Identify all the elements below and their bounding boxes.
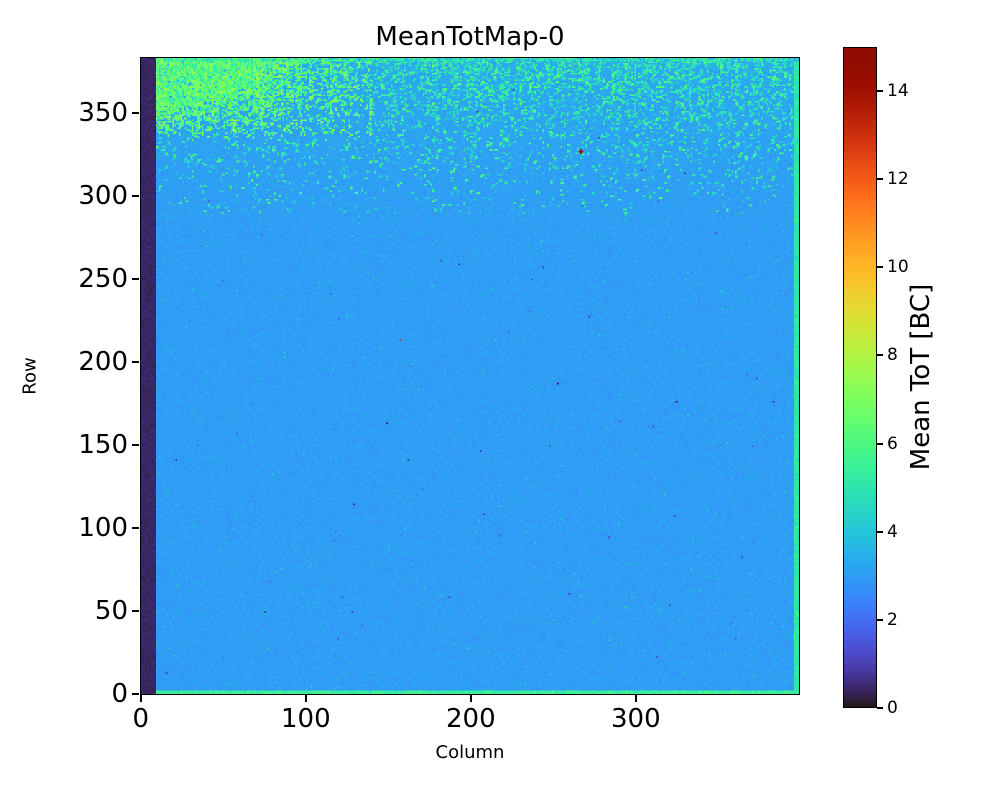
x-tick-label: 200 <box>445 704 496 734</box>
y-tick-label: 300 <box>78 180 128 211</box>
colorbar-tick-label: 0 <box>887 698 898 718</box>
y-tick-mark <box>132 443 139 446</box>
colorbar-tick-label: 14 <box>887 81 909 102</box>
x-tick-mark <box>139 695 142 702</box>
colorbar-tick-label: 12 <box>887 169 909 190</box>
y-tick-mark <box>132 527 139 530</box>
colorbar-tick-label: 4 <box>887 521 898 542</box>
y-tick-mark <box>132 194 139 197</box>
colorbar-tick-mark <box>877 618 883 621</box>
colorbar-tick-mark <box>877 354 883 357</box>
y-tick-mark <box>132 277 139 280</box>
y-tick-mark <box>132 111 139 114</box>
y-tick-label: 0 <box>111 679 128 710</box>
x-tick-label: 0 <box>132 704 150 734</box>
colorbar-tick-mark <box>877 266 883 269</box>
colorbar-tick-mark <box>877 707 883 709</box>
colorbar-tick-mark <box>877 90 883 93</box>
y-tick-label: 200 <box>78 346 128 377</box>
y-tick-label: 150 <box>78 429 128 460</box>
colorbar-tick-label: 6 <box>887 433 898 454</box>
x-axis-label: Column <box>435 742 505 763</box>
colorbar <box>843 47 877 708</box>
heatmap-plot-area <box>140 57 800 695</box>
x-tick-mark <box>304 695 307 702</box>
colorbar-tick-label: 10 <box>887 257 909 278</box>
chart-title: MeanTotMap-0 <box>375 22 565 52</box>
heatmap-canvas <box>141 58 799 694</box>
x-tick-label: 100 <box>280 704 331 734</box>
y-tick-label: 350 <box>78 97 128 128</box>
y-tick-mark <box>132 693 139 696</box>
y-tick-mark <box>132 610 139 613</box>
x-tick-label: 300 <box>610 704 661 734</box>
y-tick-label: 100 <box>78 513 128 544</box>
y-tick-mark <box>132 360 139 363</box>
y-tick-label: 250 <box>78 263 128 294</box>
colorbar-tick-mark <box>877 530 883 533</box>
colorbar-tick-label: 2 <box>887 609 898 630</box>
y-axis-label: Row <box>19 357 41 395</box>
colorbar-tick-mark <box>877 178 883 181</box>
x-tick-mark <box>634 695 637 702</box>
colorbar-canvas <box>844 48 876 707</box>
x-tick-mark <box>469 695 472 702</box>
y-tick-label: 50 <box>94 596 128 627</box>
colorbar-tick-label: 8 <box>887 345 898 366</box>
colorbar-tick-mark <box>877 442 883 445</box>
